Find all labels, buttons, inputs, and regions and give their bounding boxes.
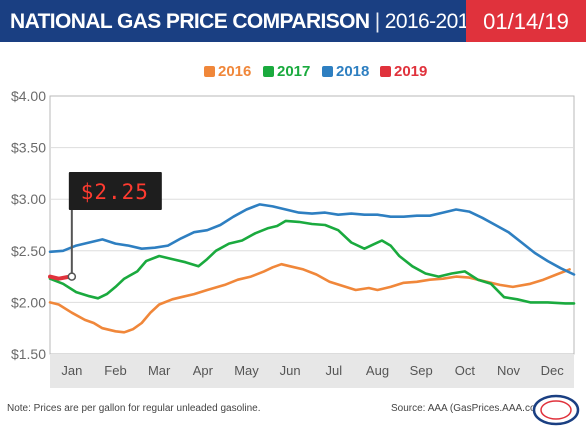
x-tick-label: Jul (326, 363, 343, 378)
x-axis-band (50, 354, 574, 388)
chart-area: 2016 2017 2018 2019 $1.50 $2.00 $2.50 $3.00 $3.… (11, 63, 576, 388)
x-tick-label: Oct (455, 363, 476, 378)
callout-price-text: $2.25 (81, 180, 149, 204)
chart-title-main: NATIONAL GAS PRICE COMPARISON (10, 10, 370, 33)
legend: 2016 2017 2018 2019 (204, 63, 427, 80)
callout-layer: $2.25 (67, 172, 162, 281)
legend-label-2017: 2017 (277, 63, 310, 80)
y-tick-label: $2.00 (11, 294, 46, 310)
y-tick-label: $3.00 (11, 191, 46, 207)
x-tick-label: Nov (497, 363, 521, 378)
y-tick-label: $4.00 (11, 88, 46, 104)
x-axis: Jan Feb Mar Apr May Jun Jul Aug Sep Oct Nov Dec (50, 354, 574, 388)
footer-source: Source: AAA (GasPrices.AAA.com) (391, 403, 548, 414)
x-tick-label: Jan (61, 363, 82, 378)
legend-label-2018: 2018 (336, 63, 369, 80)
x-tick-label: Mar (148, 363, 171, 378)
chart-title-separator: | (369, 10, 385, 33)
y-axis: $1.50 $2.00 $2.50 $3.00 $3.50 $4.00 (11, 88, 574, 362)
x-tick-label: May (234, 363, 259, 378)
series-line-2017 (48, 219, 576, 305)
chart-title: NATIONAL GAS PRICE COMPARISON | 2016-201… (10, 0, 480, 42)
aaa-logo (532, 394, 580, 426)
x-tick-label: Dec (541, 363, 565, 378)
legend-swatch-2017 (263, 66, 274, 77)
x-tick-label: Aug (366, 363, 389, 378)
header-bar: NATIONAL GAS PRICE COMPARISON | 2016-201… (0, 0, 586, 42)
legend-swatch-2016 (204, 66, 215, 77)
legend-swatch-2018 (322, 66, 333, 77)
series-line-2016 (48, 262, 571, 334)
x-tick-label: Jun (280, 363, 301, 378)
legend-label-2016: 2016 (218, 63, 251, 80)
x-tick-label: Feb (104, 363, 126, 378)
date-badge: 01/14/19 (466, 0, 586, 42)
callout-point (67, 272, 77, 281)
y-tick-label: $1.50 (11, 346, 46, 362)
y-tick-label: $3.50 (11, 140, 46, 156)
x-tick-label: Apr (193, 363, 214, 378)
legend-label-2019: 2019 (394, 63, 427, 80)
callout-box (68, 172, 162, 210)
x-tick-label: Sep (410, 363, 433, 378)
y-tick-label: $2.50 (11, 243, 46, 259)
legend-swatch-2019 (380, 66, 391, 77)
series-layer (48, 203, 576, 334)
series-line-2019 (48, 274, 72, 281)
series-line-2018 (48, 203, 576, 276)
chart-title-years: 2016-2019 (384, 10, 481, 33)
footer-note: Note: Prices are per gallon for regular … (7, 403, 261, 414)
